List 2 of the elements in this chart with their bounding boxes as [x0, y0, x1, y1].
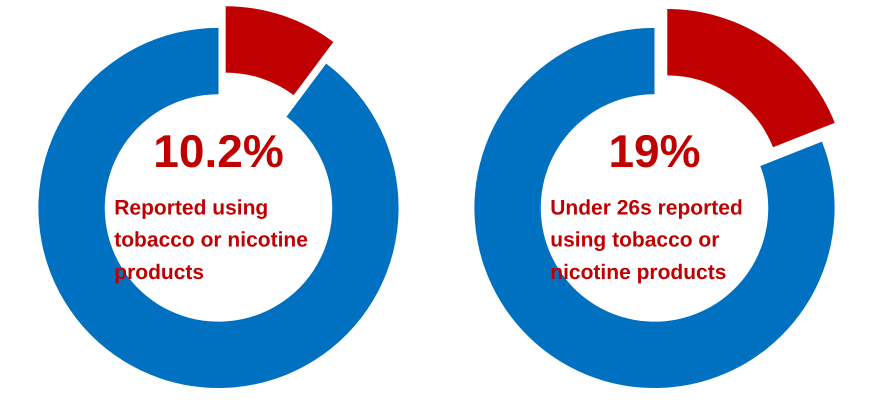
data-label: 19%: [608, 125, 701, 178]
data-label: 10.2%: [153, 125, 284, 178]
